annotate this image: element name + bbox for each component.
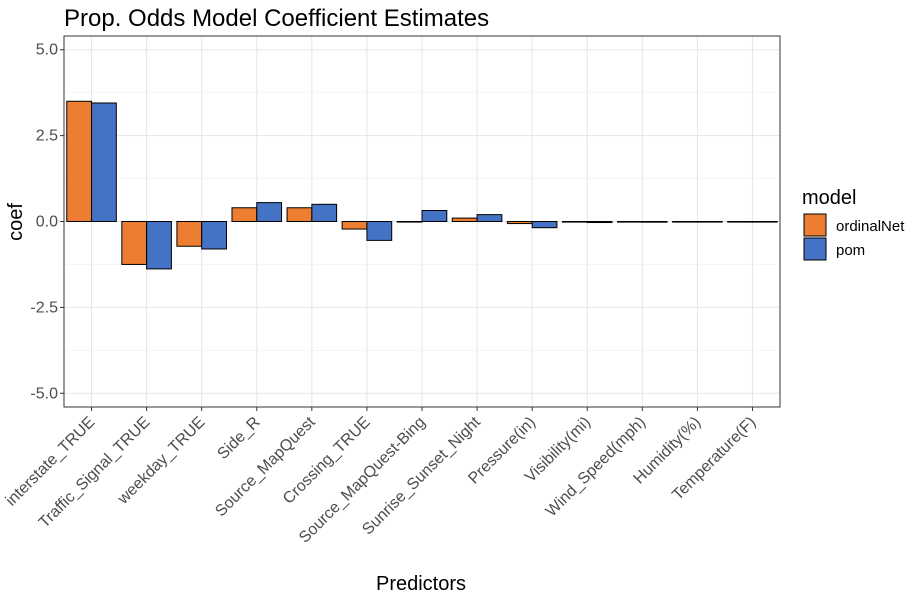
x-tick-label: Side_R [214,414,263,463]
bar-ordinalNet-8 [506,221,533,225]
bar-ordinalNet-4 [286,207,313,223]
bar-pom-5 [366,221,393,241]
bar-ordinalNet-11 [672,221,698,223]
legend: ordinalNet pom [803,213,905,261]
bar-pom-4 [311,203,338,223]
bar-ordinalNet-0 [66,100,93,222]
chart-title: Prop. Odds Model Coefficient Estimates [64,5,489,32]
y-tick-label: -2.5 [30,299,58,316]
bar-ordinalNet-7 [451,217,478,223]
legend-title: model [802,187,856,209]
legend-key-pom [803,237,827,261]
bar-ordinalNet-10 [617,221,643,223]
bar-pom-10 [641,221,668,223]
y-axis-title: coef [5,203,27,241]
y-tick-label: 2.5 [36,128,58,145]
bar-pom-0 [91,102,117,222]
bar-ordinalNet-1 [121,221,148,265]
bar-pom-2 [201,221,227,250]
x-axis-title: Predictors [376,573,466,594]
x-tick-label: Traffic_Signal_TRUE [36,414,154,532]
bar-ordinalNet-9 [561,221,588,223]
legend-key-ordinalNet [803,213,827,237]
bar-ordinalNet-6 [396,221,423,223]
bar-pom-11 [696,221,723,223]
y-tick-label: -5.0 [30,385,58,402]
bar-pom-12 [751,221,778,223]
y-tick-label: 5.0 [36,42,58,59]
bar-pom-8 [531,221,558,229]
bar-ordinalNet-2 [176,221,203,247]
bar-ordinalNet-12 [727,221,753,223]
bar-pom-9 [586,221,613,224]
bar-pom-1 [146,221,172,270]
bar-pom-7 [476,214,503,222]
legend-label-ordinalNet: ordinalNet [836,218,905,235]
bar-ordinalNet-3 [231,207,258,223]
bar-ordinalNet-5 [341,221,368,230]
x-tick-label: Source_MapQuest [212,413,319,520]
x-tick-label: Wind_Speed(mph) [543,414,649,520]
y-tick-label: 0.0 [36,214,58,231]
legend-label-pom: pom [836,242,865,259]
bar-pom-6 [421,210,448,222]
bar-pom-3 [256,202,283,222]
